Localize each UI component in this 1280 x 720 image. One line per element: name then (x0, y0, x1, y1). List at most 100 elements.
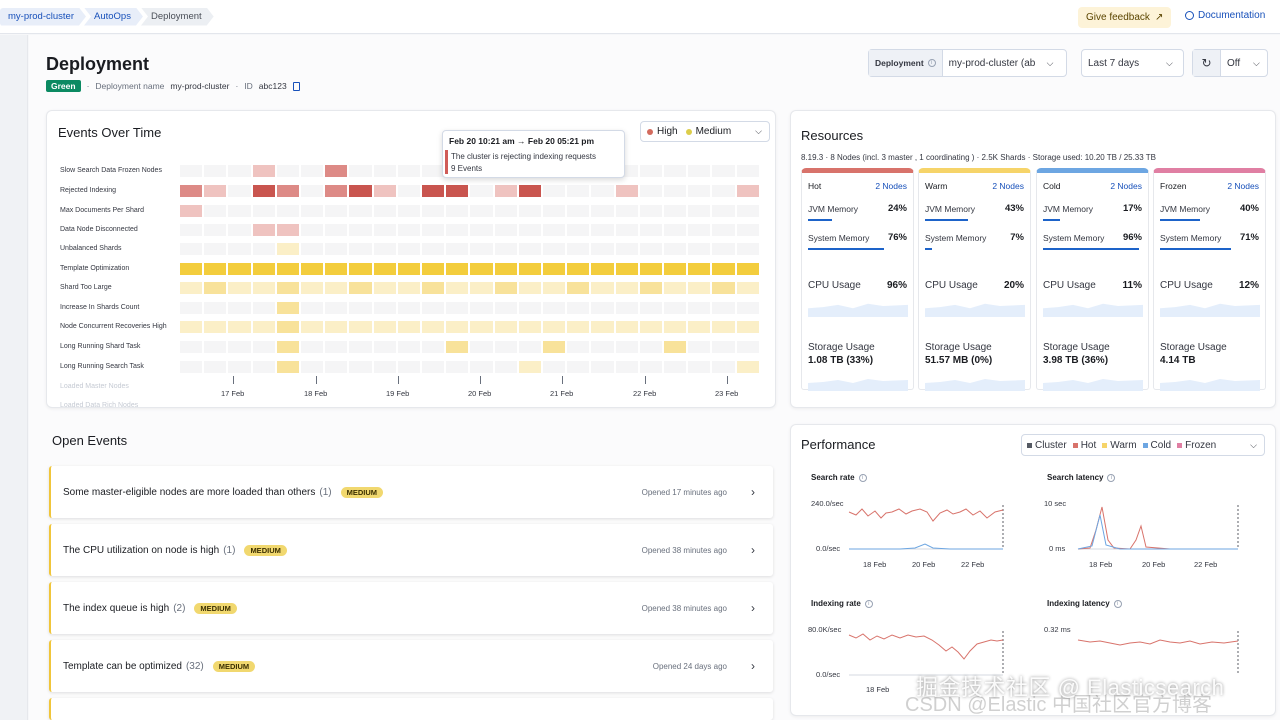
heatmap-cell[interactable] (204, 263, 227, 275)
heatmap-cell[interactable] (446, 224, 469, 236)
heatmap-cell[interactable] (252, 243, 275, 255)
heatmap-cell[interactable] (397, 263, 420, 275)
heatmap-cell[interactable] (349, 361, 372, 373)
tier-nodes-link[interactable]: 2 Nodes (992, 181, 1024, 191)
heatmap-cell[interactable] (688, 302, 711, 314)
heatmap-cell[interactable] (397, 302, 420, 314)
heatmap-cell[interactable] (276, 341, 299, 353)
heatmap-cell[interactable] (325, 341, 348, 353)
heatmap-cell[interactable] (276, 302, 299, 314)
heatmap-cell[interactable] (688, 185, 711, 197)
heatmap-cell[interactable] (567, 321, 590, 333)
heatmap-cell[interactable] (325, 185, 348, 197)
heatmap-cell[interactable] (373, 185, 396, 197)
heatmap-cell[interactable] (228, 341, 251, 353)
heatmap-cell[interactable] (422, 263, 445, 275)
heatmap-cell[interactable] (688, 341, 711, 353)
heatmap-cell[interactable] (615, 341, 638, 353)
heatmap-cell[interactable] (252, 185, 275, 197)
heatmap-cell[interactable] (422, 185, 445, 197)
tier-nodes-link[interactable]: 2 Nodes (875, 181, 907, 191)
heatmap-cell[interactable] (276, 165, 299, 177)
heatmap-cell[interactable] (373, 263, 396, 275)
heatmap-cell[interactable] (567, 185, 590, 197)
heatmap-cell[interactable] (664, 341, 687, 353)
heatmap-cell[interactable] (639, 341, 662, 353)
heatmap-cell[interactable] (567, 361, 590, 373)
heatmap-cell[interactable] (591, 302, 614, 314)
heatmap-cell[interactable] (688, 263, 711, 275)
heatmap-cell[interactable] (349, 282, 372, 294)
heatmap-cell[interactable] (518, 205, 541, 217)
heatmap-cell[interactable] (688, 243, 711, 255)
heatmap-cell[interactable] (712, 341, 735, 353)
deployment-select[interactable]: Deployment i my-prod-cluster (ab ⌵ (868, 49, 1067, 77)
heatmap-cell[interactable] (276, 263, 299, 275)
heatmap-cell[interactable] (664, 185, 687, 197)
heatmap-cell[interactable] (712, 185, 735, 197)
heatmap-cell[interactable] (373, 321, 396, 333)
heatmap-cell[interactable] (180, 321, 203, 333)
heatmap-cell[interactable] (349, 243, 372, 255)
heatmap-cell[interactable] (688, 165, 711, 177)
heatmap-cell[interactable] (204, 282, 227, 294)
heatmap-cell[interactable] (494, 205, 517, 217)
heatmap-cell[interactable] (349, 263, 372, 275)
heatmap-cell[interactable] (688, 321, 711, 333)
heatmap-cell[interactable] (349, 224, 372, 236)
open-event-row[interactable]: The index queue is high (2) MEDIUM Opened 3… (49, 582, 773, 634)
heatmap-cell[interactable] (688, 361, 711, 373)
heatmap-cell[interactable] (228, 282, 251, 294)
heatmap-cell[interactable] (422, 302, 445, 314)
heatmap-cell[interactable] (712, 302, 735, 314)
heatmap-cell[interactable] (639, 205, 662, 217)
heatmap-cell[interactable] (301, 165, 324, 177)
heatmap-cell[interactable] (543, 224, 566, 236)
heatmap-cell[interactable] (204, 243, 227, 255)
heatmap-cell[interactable] (736, 263, 759, 275)
heatmap-cell[interactable] (518, 282, 541, 294)
heatmap-cell[interactable] (373, 165, 396, 177)
heatmap-cell[interactable] (664, 263, 687, 275)
heatmap-cell[interactable] (349, 302, 372, 314)
heatmap-cell[interactable] (664, 302, 687, 314)
heatmap-cell[interactable] (397, 165, 420, 177)
heatmap-cell[interactable] (543, 243, 566, 255)
heatmap-cell[interactable] (422, 361, 445, 373)
heatmap-cell[interactable] (180, 282, 203, 294)
heatmap-cell[interactable] (397, 341, 420, 353)
heatmap-cell[interactable] (180, 302, 203, 314)
heatmap-cell[interactable] (736, 341, 759, 353)
heatmap-cell[interactable] (494, 341, 517, 353)
heatmap-cell[interactable] (736, 361, 759, 373)
heatmap-cell[interactable] (228, 165, 251, 177)
heatmap-cell[interactable] (736, 185, 759, 197)
heatmap-cell[interactable] (470, 361, 493, 373)
heatmap-cell[interactable] (591, 321, 614, 333)
heatmap-cell[interactable] (664, 224, 687, 236)
open-event-row[interactable]: The CPU utilization on node is high (1) ME… (49, 524, 773, 576)
heatmap-cell[interactable] (276, 224, 299, 236)
heatmap-cell[interactable] (325, 263, 348, 275)
heatmap-cell[interactable] (470, 243, 493, 255)
heatmap-cell[interactable] (664, 165, 687, 177)
heatmap-cell[interactable] (664, 243, 687, 255)
heatmap-cell[interactable] (325, 224, 348, 236)
heatmap-cell[interactable] (204, 361, 227, 373)
heatmap-cell[interactable] (276, 243, 299, 255)
heatmap-cell[interactable] (518, 185, 541, 197)
heatmap-cell[interactable] (228, 263, 251, 275)
heatmap-cell[interactable] (204, 321, 227, 333)
heatmap-cell[interactable] (301, 205, 324, 217)
heatmap-cell[interactable] (567, 282, 590, 294)
heatmap-cell[interactable] (591, 243, 614, 255)
heatmap-cell[interactable] (325, 243, 348, 255)
heatmap-cell[interactable] (470, 321, 493, 333)
heatmap-cell[interactable] (494, 361, 517, 373)
heatmap-cell[interactable] (615, 224, 638, 236)
heatmap-cell[interactable] (276, 185, 299, 197)
heatmap-cell[interactable] (712, 224, 735, 236)
heatmap-cell[interactable] (470, 263, 493, 275)
heatmap-cell[interactable] (301, 302, 324, 314)
documentation-link[interactable]: Documentation (1185, 10, 1265, 21)
